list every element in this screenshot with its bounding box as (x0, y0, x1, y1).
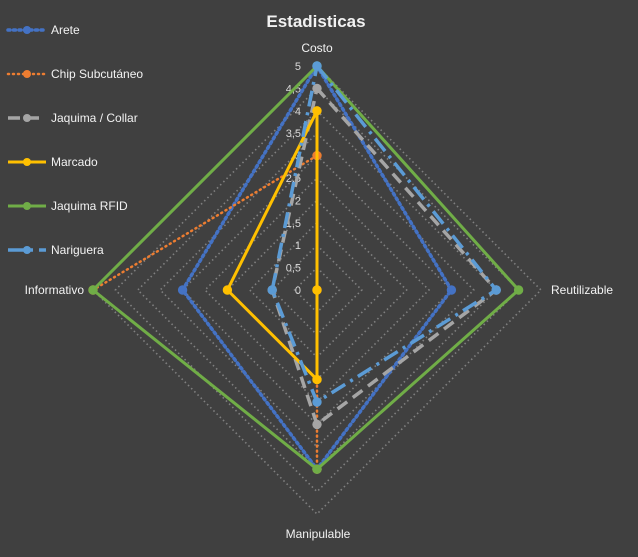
tick-label: 0 (295, 285, 301, 297)
axis-label-costo: Costo (301, 41, 333, 55)
series-6 (267, 61, 501, 407)
legend: Arete Chip Subcutáneo Jaquima / Collar Marc… (6, 23, 143, 257)
data-point (312, 61, 322, 71)
legend-marker (23, 70, 31, 78)
legend-marker (23, 246, 31, 254)
legend-item: Jaquima / Collar (8, 111, 138, 125)
series-line (270, 64, 498, 404)
axis-label-informativo: Informativo (25, 283, 85, 297)
series-4 (222, 106, 322, 385)
tick-label: 2 (295, 195, 301, 207)
grid-ring (114, 87, 520, 493)
data-point (312, 285, 322, 295)
data-point (312, 464, 322, 474)
legend-marker (23, 114, 31, 122)
legend-item: Jaquima RFID (8, 199, 128, 213)
legend-label: Nariguera (51, 243, 104, 257)
data-point (312, 419, 322, 430)
data-point (267, 285, 277, 295)
legend-label: Marcado (51, 155, 98, 169)
tick-label: 1 (295, 240, 301, 252)
legend-label: Arete (51, 23, 80, 37)
series-line (225, 109, 319, 382)
tick-label: 0,5 (286, 263, 301, 275)
grid-ring (181, 154, 453, 426)
data-point (446, 285, 457, 295)
legend-marker (23, 26, 31, 34)
tick-label: 4 (295, 106, 301, 118)
axis-label-manipulable: Manipulable (286, 527, 351, 541)
legend-item: Nariguera (8, 243, 104, 257)
data-point (177, 285, 188, 295)
tick-label: 3,5 (286, 128, 301, 140)
legend-item: Chip Subcutáneo (6, 67, 143, 81)
tick-label: 5 (295, 61, 301, 73)
chart-title: Estadisticas (266, 12, 365, 31)
legend-label: Chip Subcutáneo (51, 67, 143, 81)
data-point (312, 83, 322, 94)
legend-label: Jaquima / Collar (51, 111, 138, 125)
tick-label: 1,5 (286, 218, 301, 230)
legend-marker (23, 158, 31, 166)
data-point (312, 397, 322, 407)
data-point (312, 374, 322, 385)
grid-ring (203, 176, 431, 404)
data-point (513, 285, 524, 295)
legend-marker (23, 202, 31, 210)
data-point (222, 285, 233, 295)
legend-item: Marcado (8, 155, 98, 169)
data-point (88, 285, 98, 295)
data-point (312, 106, 322, 116)
axis-label-reutilizable: Reutilizable (551, 283, 613, 297)
legend-item: Arete (6, 23, 80, 37)
data-point (491, 285, 501, 295)
legend-label: Jaquima RFID (51, 199, 128, 213)
series-layer (88, 61, 524, 474)
